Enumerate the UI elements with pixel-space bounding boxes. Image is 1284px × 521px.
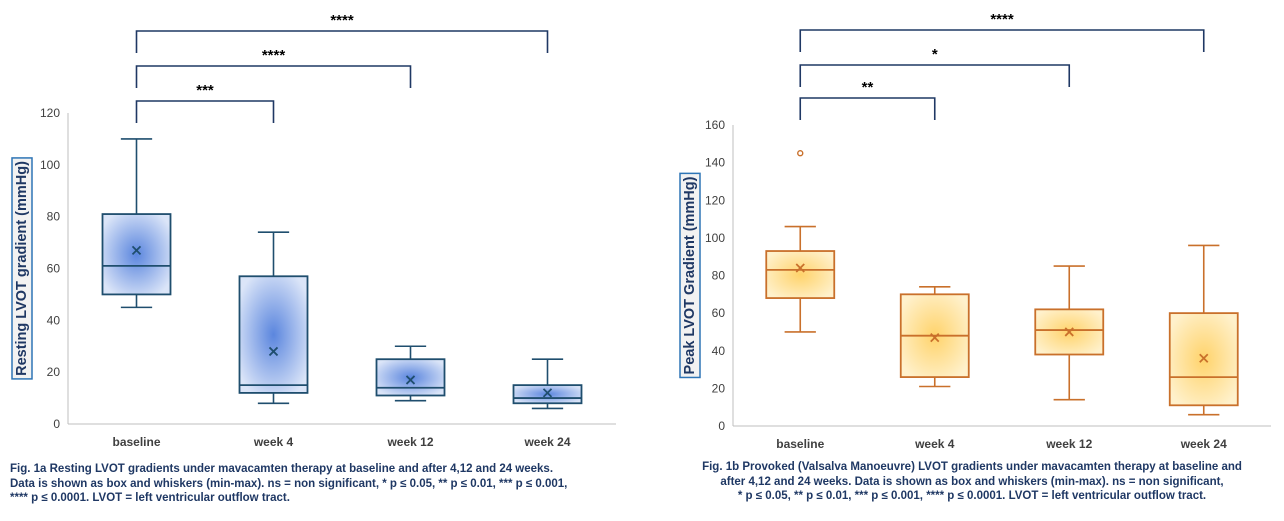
x-tick-label: baseline [112,435,160,449]
box-iqr [238,275,309,394]
x-tick-label: week 12 [386,435,433,449]
y-tick-label: 0 [718,419,725,433]
x-tick-label: week 12 [1045,437,1092,451]
x-tick-label: baseline [776,437,824,451]
significance-label: **** [330,12,354,29]
caption-fig-1a: Fig. 1a Resting LVOT gradients under mav… [10,462,650,506]
y-tick-label: 0 [53,417,60,431]
y-tick-label: 80 [712,269,726,283]
y-tick-label: 120 [40,106,60,120]
box-iqr [512,384,583,405]
caption-line: after 4,12 and 24 weeks. Data is shown a… [720,475,1224,488]
caption-line: * p ≤ 0.05, ** p ≤ 0.01, *** p ≤ 0.001, … [737,490,1207,502]
y-axis-label: Resting LVOT gradient (mmHg) [14,161,30,376]
mean-marker [1199,353,1209,363]
box-iqr [101,213,172,296]
significance-label: *** [196,82,214,99]
x-tick-label: week 24 [1180,437,1227,451]
significance-label: ** [862,79,874,96]
mean-marker [542,388,553,398]
significance-label: **** [262,47,286,64]
y-tick-label: 20 [712,381,726,395]
mean-marker [930,332,940,343]
mean-marker [268,346,279,357]
significance-label: * [932,46,938,63]
y-axis-label-box [679,172,701,379]
outlier-point [797,150,804,157]
caption-line: Data is shown as box and whiskers (min-m… [10,477,568,490]
y-tick-label: 160 [705,118,725,132]
y-tick-label: 60 [47,262,61,276]
y-tick-label: 20 [47,365,61,379]
significance-bracket [135,100,275,123]
significance-label: **** [990,11,1014,28]
mean-marker [795,263,805,273]
significance-bracket [799,97,936,120]
y-tick-label: 100 [705,231,725,245]
significance-bracket [135,30,549,53]
y-tick-label: 140 [705,156,725,170]
y-tick-label: 80 [47,210,61,224]
chart-b: 0 20 40 60 80 100 120 140 160 baseline week 4 week … [679,11,1271,451]
y-tick-label: 40 [712,344,726,358]
y-axis-label-group: Resting LVOT gradient (mmHg) [11,157,33,380]
significance-bracket [799,29,1205,52]
significance-bracket [799,64,1071,87]
y-tick-label: 120 [705,193,725,207]
mean-marker [1064,327,1074,337]
y-axis-label: Peak LVOT Gradient (mmHg) [682,176,698,374]
y-axis-label-group: Peak LVOT Gradient (mmHg) [679,172,701,379]
box-iqr [375,358,446,397]
box-iqr [765,250,836,299]
caption-line: **** p ≤ 0.0001. LVOT = left ventricular… [10,492,290,504]
x-tick-label: week 4 [253,435,294,449]
caption-line: Fig. 1a Resting LVOT gradients under mav… [10,463,554,475]
significance-bracket [135,65,412,88]
mean-marker [131,245,142,255]
y-tick-label: 60 [712,306,726,320]
y-tick-label: 40 [47,313,61,327]
x-tick-label: week 24 [523,435,570,449]
y-tick-label: 100 [40,158,60,172]
mean-marker [405,375,416,385]
chart-a: 0 20 40 60 80 100 120 baseline week 4 week 12 week… [11,12,616,449]
x-tick-label: week 4 [914,437,955,451]
caption-fig-1b: Fig. 1b Provoked (Valsalva Manoeuvre) LV… [670,460,1274,504]
caption-line: Fig. 1b Provoked (Valsalva Manoeuvre) LV… [702,461,1242,473]
y-axis-label-box [11,157,33,380]
